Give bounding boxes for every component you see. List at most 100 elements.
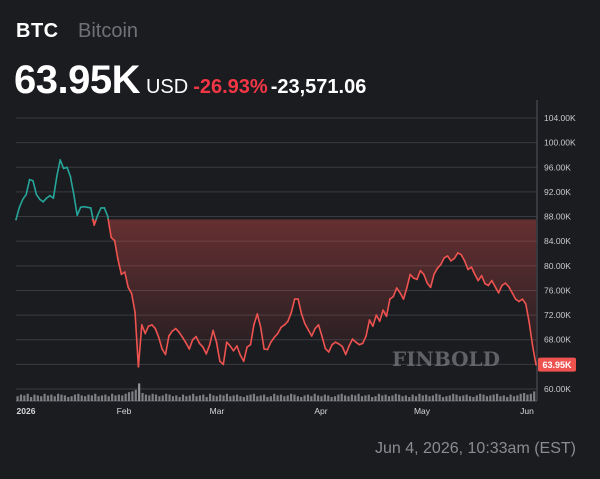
y-tick-label: 72.00K	[544, 310, 571, 320]
price-line-segment	[473, 273, 480, 282]
price-line-segment	[477, 274, 483, 282]
price-row: 63.95K USD -26.93% -23,571.06	[14, 58, 366, 103]
volume-bar	[114, 395, 117, 401]
price-line-segment	[202, 346, 208, 355]
volume-bar	[151, 393, 154, 401]
volume-bar	[306, 394, 310, 401]
volume-bar	[391, 395, 394, 401]
price-line-segment	[480, 274, 486, 285]
volume-bar	[259, 395, 262, 401]
volume-bar	[533, 391, 536, 401]
volume-bar	[330, 397, 333, 401]
volume-bar	[317, 395, 320, 401]
price-line-segment	[96, 207, 102, 217]
volume-bar	[340, 393, 343, 401]
price-line-segment	[236, 345, 242, 356]
volume-bar	[455, 394, 458, 401]
volume-bar	[452, 393, 455, 401]
volume-bar	[276, 395, 279, 401]
price-line-segment	[174, 327, 180, 334]
x-tick-label: 2026	[17, 406, 36, 416]
price-line-segment	[524, 303, 531, 324]
price-line-segment	[399, 292, 405, 300]
volume-bar	[256, 396, 259, 401]
volume-bar	[87, 394, 90, 401]
volume-bar	[43, 393, 46, 401]
price-line-segment	[344, 345, 350, 356]
volume-bar	[188, 395, 191, 401]
price-line-segment	[107, 218, 112, 239]
y-tick-label: 68.00K	[544, 335, 571, 345]
volume-bar	[161, 395, 164, 401]
volume-bar	[175, 395, 178, 401]
price-line-segment	[416, 269, 422, 281]
volume-bar	[104, 394, 107, 401]
current-price: 63.95K	[14, 58, 140, 102]
volume-bar	[506, 397, 509, 401]
volume-bar	[127, 392, 131, 401]
price-line-segment	[117, 258, 123, 276]
price-line-segment	[55, 159, 62, 178]
price-line-segment	[181, 336, 187, 344]
volume-bar	[479, 393, 482, 401]
change-absolute: -23,571.06	[270, 76, 367, 98]
volume-bar	[354, 395, 357, 401]
volume-bar	[516, 395, 519, 401]
volume-bar	[57, 393, 60, 401]
timestamp: Jun 4, 2026, 10:33am (EST)	[375, 440, 576, 457]
volume-bar	[202, 394, 205, 401]
price-line-segment	[259, 326, 265, 350]
volume-bar	[360, 396, 364, 401]
volume-bar	[77, 393, 80, 401]
volume-bar	[107, 396, 110, 401]
price-line-segment	[310, 327, 316, 337]
price-line-segment	[185, 341, 191, 350]
volume-bar	[144, 394, 147, 401]
price-line-segment	[490, 279, 497, 288]
price-line-segment	[21, 193, 28, 201]
price-line-segment	[348, 338, 354, 347]
price-line-segment	[402, 287, 408, 300]
price-line-segment	[378, 309, 384, 323]
volume-bar	[374, 396, 377, 401]
volume-bar	[418, 393, 421, 401]
volume-bar	[262, 394, 266, 401]
volume-bar	[371, 397, 374, 401]
volume-bar	[198, 395, 202, 401]
price-line-segment	[487, 279, 493, 287]
price-line-segment	[232, 345, 238, 352]
volume-bar	[36, 395, 39, 401]
price-line-segment	[372, 314, 378, 328]
price-line-segment	[304, 322, 310, 331]
volume-bar	[411, 394, 414, 401]
price-line-segment	[439, 256, 446, 266]
current-price-badge	[538, 357, 576, 372]
volume-bar	[502, 395, 505, 401]
volume-bar	[192, 393, 195, 401]
price-line-segment	[144, 325, 150, 335]
volume-bar	[364, 395, 367, 401]
y-tick-label: 60.00K	[544, 384, 571, 394]
volume-bar	[438, 394, 441, 401]
price-line-segment	[283, 320, 289, 326]
price-line-segment	[290, 298, 296, 314]
volume-bar	[300, 397, 303, 401]
x-tick-label: Mar	[210, 406, 225, 416]
price-line-segment	[188, 338, 194, 350]
volume-bar	[117, 394, 120, 401]
price-line-segment	[93, 218, 97, 226]
price-line-segment	[446, 255, 452, 262]
volume-bar	[212, 395, 215, 401]
volume-bar	[327, 395, 330, 401]
volume-bar	[222, 395, 225, 401]
volume-bar	[148, 395, 151, 401]
volume-bar	[60, 394, 63, 401]
volume-bar	[350, 394, 353, 401]
price-line-segment	[419, 269, 425, 276]
volume-bar	[347, 396, 350, 401]
volume-bar	[215, 396, 218, 401]
volume-bar	[489, 395, 492, 401]
price-line-segment	[25, 178, 31, 196]
volume-bar	[131, 391, 134, 401]
y-tick-label: 88.00K	[544, 212, 571, 222]
